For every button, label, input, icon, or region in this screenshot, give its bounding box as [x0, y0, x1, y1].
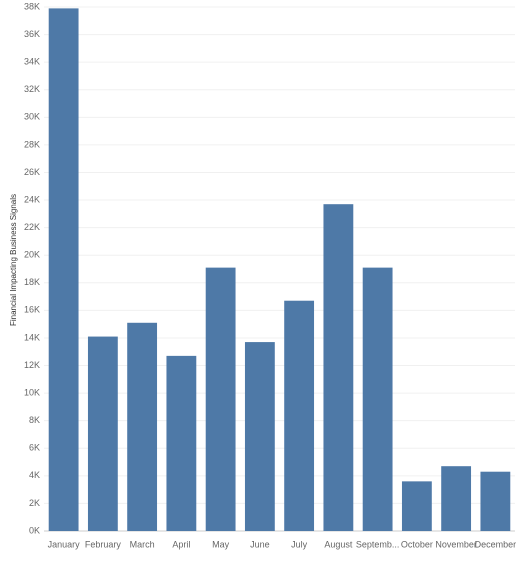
- x-tick-label: February: [85, 539, 122, 549]
- bar: [323, 204, 354, 532]
- bar: [284, 300, 315, 531]
- x-tick-label: July: [291, 539, 308, 549]
- y-tick-label: 12K: [24, 360, 40, 370]
- y-tick-label: 22K: [24, 222, 40, 232]
- x-tick-label: June: [250, 539, 270, 549]
- bar: [244, 342, 275, 531]
- bar: [205, 267, 236, 531]
- x-tick-label: May: [212, 539, 230, 549]
- bar: [480, 471, 511, 531]
- bar: [166, 355, 197, 531]
- x-tick-label: January: [48, 539, 81, 549]
- bar: [48, 8, 79, 531]
- y-tick-label: 26K: [24, 167, 40, 177]
- x-tick-label: Septemb...: [356, 539, 400, 549]
- y-tick-label: 2K: [29, 498, 40, 508]
- y-tick-label: 36K: [24, 29, 40, 39]
- y-tick-label: 14K: [24, 332, 40, 342]
- bar: [87, 336, 118, 531]
- y-tick-label: 20K: [24, 250, 40, 260]
- y-axis-label: Financial Impacting Business Signals: [9, 194, 18, 326]
- y-tick-label: 34K: [24, 57, 40, 67]
- x-tick-label: April: [172, 539, 190, 549]
- y-tick-label: 38K: [24, 1, 40, 11]
- y-tick-label: 8K: [29, 415, 40, 425]
- x-tick-label: November: [435, 539, 477, 549]
- bar: [401, 481, 432, 531]
- y-tick-label: 30K: [24, 112, 40, 122]
- y-tick-label: 4K: [29, 470, 40, 480]
- y-tick-label: 0K: [29, 525, 40, 535]
- x-tick-label: October: [401, 539, 433, 549]
- bar: [127, 322, 158, 531]
- bar: [362, 267, 393, 531]
- y-tick-label: 10K: [24, 387, 40, 397]
- x-tick-label: March: [130, 539, 155, 549]
- y-tick-label: 16K: [24, 305, 40, 315]
- x-tick-label: August: [324, 539, 353, 549]
- y-tick-label: 28K: [24, 139, 40, 149]
- y-tick-label: 18K: [24, 277, 40, 287]
- y-tick-label: 32K: [24, 84, 40, 94]
- x-tick-label: December: [475, 539, 517, 549]
- y-tick-label: 6K: [29, 443, 40, 453]
- bar: [441, 466, 472, 531]
- y-tick-label: 24K: [24, 194, 40, 204]
